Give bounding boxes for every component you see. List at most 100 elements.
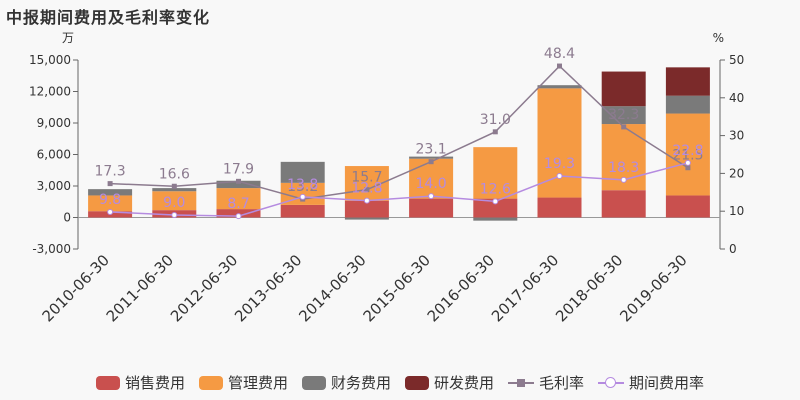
line-point bbox=[171, 211, 178, 218]
x-tick-label: 2017-06-30 bbox=[488, 251, 562, 325]
line-point bbox=[557, 63, 562, 69]
data-label: 19.3 bbox=[544, 156, 575, 172]
bar-segment bbox=[280, 204, 325, 218]
x-tick-label: 2016-06-30 bbox=[424, 251, 498, 325]
line-point bbox=[428, 193, 435, 200]
bar-segment bbox=[601, 190, 646, 218]
data-label: 15.7 bbox=[351, 170, 382, 186]
legend-item-finance[interactable]: 财务费用 bbox=[301, 372, 391, 393]
bar-segment bbox=[216, 188, 261, 210]
x-tick-label: 2015-06-30 bbox=[360, 251, 434, 325]
legend-line-expense-ratio-icon bbox=[598, 376, 625, 390]
bar-segment bbox=[409, 158, 454, 199]
bar-segment bbox=[344, 200, 389, 218]
data-label: 17.9 bbox=[223, 161, 254, 177]
legend-label-gross-margin: 毛利率 bbox=[539, 374, 585, 392]
bar-segment bbox=[601, 71, 646, 107]
bar-segment bbox=[152, 191, 197, 211]
line-point bbox=[621, 124, 627, 130]
data-label: 13.8 bbox=[287, 177, 318, 193]
data-label: 17.3 bbox=[95, 164, 126, 180]
y-axis-unit-left: 万 bbox=[62, 31, 74, 45]
line-point bbox=[107, 181, 113, 187]
bar-segment bbox=[665, 67, 710, 96]
line-point bbox=[685, 165, 691, 171]
bar-segment bbox=[280, 161, 325, 183]
bar-segment bbox=[152, 188, 197, 192]
legend-label-admin: 管理费用 bbox=[227, 374, 288, 392]
x-tick-label: 2010-06-30 bbox=[39, 251, 113, 325]
bar-segment bbox=[473, 147, 518, 199]
x-tick-label: 2019-06-30 bbox=[616, 251, 690, 325]
legend-item-admin[interactable]: 管理费用 bbox=[198, 372, 288, 393]
data-label: 12.8 bbox=[351, 181, 382, 197]
data-label: 9.0 bbox=[163, 195, 185, 211]
bar-segment bbox=[537, 88, 582, 198]
line-point bbox=[299, 193, 306, 200]
chart-title: 中报期间费用及毛利率变化 bbox=[6, 8, 211, 27]
line-point bbox=[556, 173, 563, 180]
series-line bbox=[110, 64, 689, 200]
bar-segment bbox=[344, 217, 389, 220]
legend-item-gross-margin[interactable]: 毛利率 bbox=[508, 372, 584, 393]
legend-item-expense-ratio[interactable]: 期间费用率 bbox=[598, 372, 704, 393]
y-tick-label: 6,000 bbox=[37, 148, 71, 162]
data-label: 12.6 bbox=[480, 181, 511, 197]
legend-swatch-rnd bbox=[405, 375, 429, 390]
line-point bbox=[684, 159, 691, 166]
line-point bbox=[363, 197, 370, 204]
line-point bbox=[235, 213, 242, 220]
legend-swatch-admin bbox=[198, 375, 223, 390]
line-point bbox=[492, 129, 498, 135]
x-tick-label: 2012-06-30 bbox=[167, 251, 241, 325]
y-tick-label: 15,000 bbox=[29, 53, 71, 67]
bar-segment bbox=[537, 85, 582, 89]
x-tick-label: 2014-06-30 bbox=[295, 251, 369, 325]
bar-segment bbox=[473, 198, 518, 218]
y-tick-label: 3,000 bbox=[37, 179, 71, 193]
y-tick-label: -3,000 bbox=[32, 242, 71, 256]
bar-segment bbox=[88, 189, 133, 196]
bar-segment bbox=[665, 95, 710, 114]
legend-label-rnd: 研发费用 bbox=[434, 374, 495, 392]
line-point bbox=[171, 183, 177, 189]
bar-segment bbox=[601, 106, 646, 125]
data-label: 32.3 bbox=[608, 107, 639, 123]
y2-tick-label: 40 bbox=[729, 91, 744, 105]
x-tick-label: 2018-06-30 bbox=[552, 251, 626, 325]
legend: 销售费用 管理费用 财务费用 研发费用 毛利率 期间费用率 bbox=[0, 372, 800, 393]
data-label: 8.7 bbox=[227, 196, 249, 212]
legend-item-rnd[interactable]: 研发费用 bbox=[405, 372, 494, 393]
bar-segment bbox=[409, 198, 454, 218]
data-label: 13.2 bbox=[287, 179, 318, 195]
y-tick-label: 0 bbox=[63, 211, 71, 225]
legend-item-sales[interactable]: 销售费用 bbox=[95, 372, 185, 393]
y2-tick-label: 10 bbox=[729, 204, 744, 218]
bar-segment bbox=[216, 180, 261, 189]
data-label: 23.1 bbox=[416, 142, 447, 158]
line-point bbox=[236, 178, 241, 184]
y2-tick-label: 0 bbox=[729, 242, 737, 256]
line-point bbox=[428, 159, 434, 165]
bar-segment bbox=[409, 156, 454, 159]
y-tick-label: 9,000 bbox=[37, 116, 71, 130]
data-label: 48.4 bbox=[544, 46, 575, 62]
bar-segment bbox=[665, 195, 710, 218]
legend-swatch-sales bbox=[95, 375, 120, 390]
y2-tick-label: 30 bbox=[729, 129, 744, 143]
y2-tick-label: 20 bbox=[729, 166, 744, 180]
bar-segment bbox=[537, 197, 582, 218]
bar-segment bbox=[665, 113, 710, 196]
line-point bbox=[364, 187, 370, 193]
line-point bbox=[492, 198, 499, 205]
legend-swatch-finance bbox=[301, 375, 326, 390]
data-label: 18.3 bbox=[608, 160, 639, 176]
x-tick-label: 2013-06-30 bbox=[231, 251, 305, 325]
y-tick-label: 12,000 bbox=[29, 85, 71, 99]
line-point bbox=[107, 208, 114, 215]
data-label: 16.6 bbox=[159, 166, 190, 182]
bar-segment bbox=[473, 217, 518, 221]
data-label: 14.0 bbox=[416, 176, 447, 192]
data-label: 31.0 bbox=[480, 112, 511, 128]
